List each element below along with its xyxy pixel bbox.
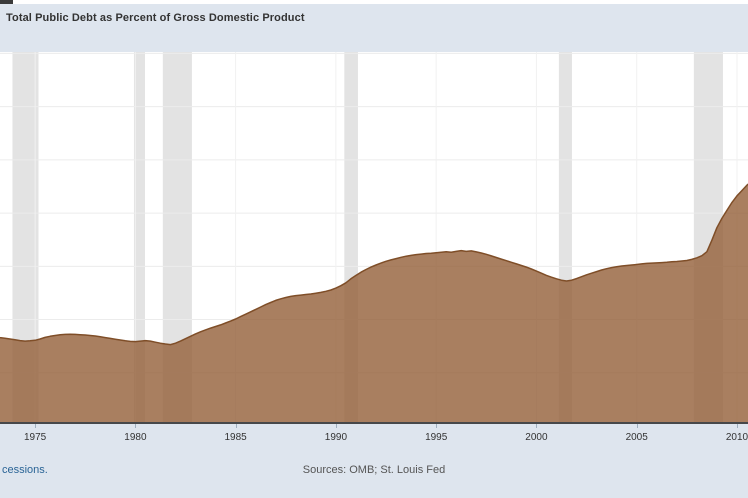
x-tick-label: 2010 <box>725 432 748 443</box>
chart-title: Total Public Debt as Percent of Gross Do… <box>6 12 305 24</box>
x-tick-label: 1995 <box>425 432 448 443</box>
x-tick-mark <box>737 424 738 428</box>
x-tick-mark <box>135 424 137 428</box>
x-tick-label: 1990 <box>324 432 348 443</box>
x-tick-label: 2005 <box>625 432 648 443</box>
x-tick-label: 2000 <box>525 432 548 443</box>
x-axis-tick-row: 1975 1980 1985 1990 1995 2000 2005 2010 <box>0 424 748 450</box>
debt-area-chart <box>0 52 748 422</box>
x-tick-label: 1980 <box>124 432 147 443</box>
x-tick-mark <box>35 424 37 428</box>
plot-area <box>0 52 748 422</box>
x-tick-label: 1975 <box>23 432 47 443</box>
chart-header: Total Public Debt as Percent of Gross Do… <box>0 4 748 52</box>
x-tick-mark <box>536 424 538 428</box>
recession-band <box>133 52 145 422</box>
recessions-link[interactable]: cessions. <box>2 464 48 476</box>
x-tick-mark <box>235 424 237 428</box>
chart-footer: cessions. Sources: OMB; St. Louis Fed <box>0 450 748 498</box>
debt-area-line <box>0 183 748 346</box>
cropped-corner-artifact <box>0 0 13 5</box>
top-white-strip <box>0 0 748 5</box>
x-tick-mark <box>636 424 638 428</box>
x-axis-line <box>0 422 748 424</box>
debt-area-fill <box>0 184 748 422</box>
x-tick-mark <box>335 424 337 428</box>
x-tick-label: 1985 <box>224 432 247 443</box>
x-tick-mark <box>436 424 438 428</box>
sources-text: Sources: OMB; St. Louis Fed <box>302 464 446 476</box>
